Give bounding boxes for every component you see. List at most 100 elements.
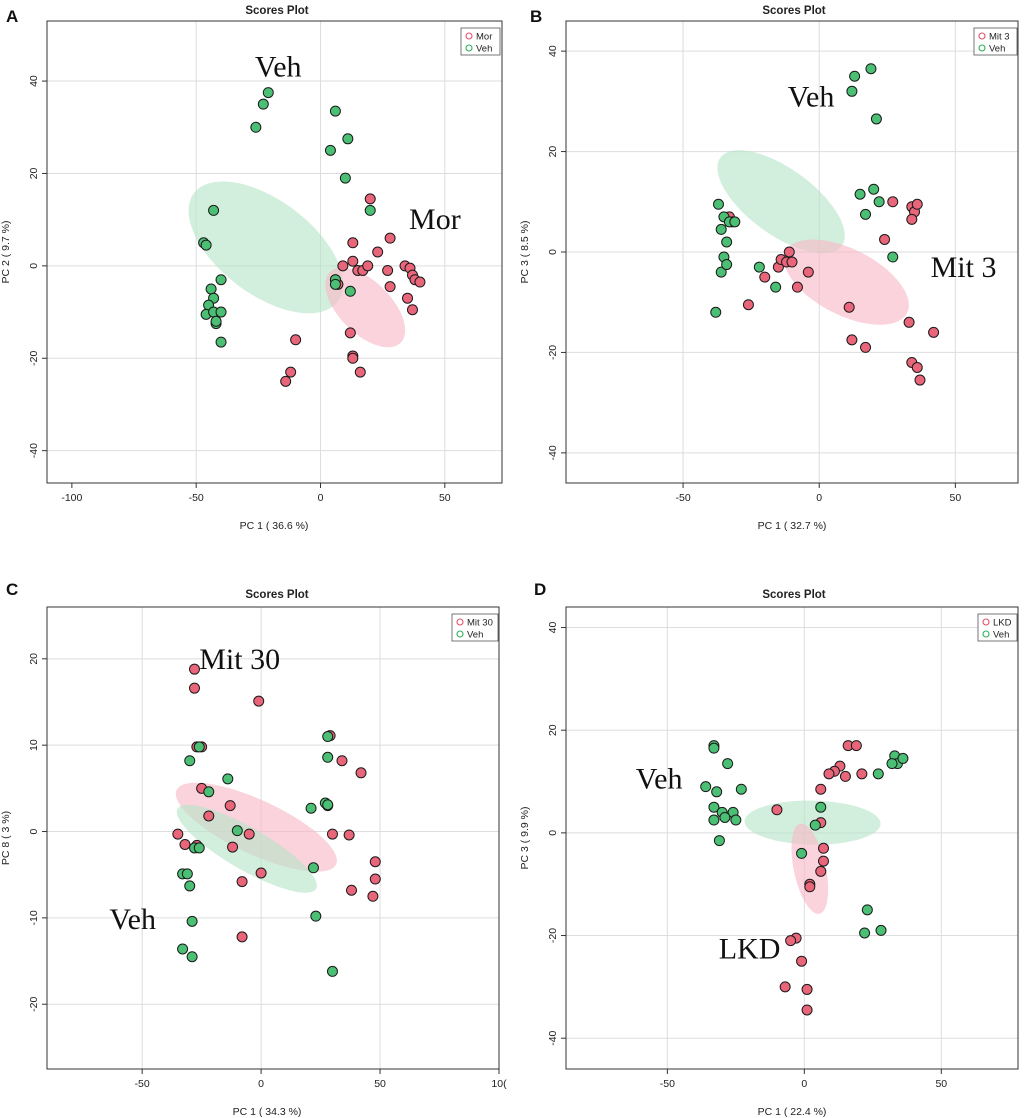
confidence-ellipse-veh [717,150,845,254]
legend-label: LKD [993,618,1012,629]
scatter-point-mor [280,375,292,387]
y-axis-title: PC 8 ( 3 %) [0,811,12,865]
x-axis-title: PC 1 ( 36.6 %) [240,520,309,532]
scatter-point-veh [796,847,808,859]
y-tick-label: 20 [28,167,40,179]
y-tick-label: -20 [547,345,559,360]
scatter-point-mit-3 [911,198,923,210]
scatter-point-mor [414,276,426,288]
scatter-point-mit-3 [791,281,803,293]
scatter-point-mor [402,292,414,304]
group-label: Mit 3 [931,251,997,284]
y-tick-label: 0 [547,830,559,836]
scatter-point-veh [307,862,319,874]
y-tick-label: 0 [28,828,40,834]
plot-title: Scores Plot [762,589,825,601]
scatter-point-veh [322,751,334,763]
scatter-point-mit-3 [906,213,918,225]
scatter-point-veh [339,172,351,184]
y-tick-label: 20 [547,724,559,736]
scatter-point-veh [193,842,205,854]
scatter-point-veh [735,783,747,795]
scatter-point-veh [205,283,217,295]
scatter-point-veh [184,755,196,767]
legend: Mit 30 Veh [451,613,499,642]
legend-label: Veh [476,44,492,55]
y-tick-label: -40 [28,443,40,458]
legend-marker-red [456,618,464,626]
scatter-point-mit-3 [914,374,926,386]
confidence-ellipse-veh [176,804,317,893]
scatter-point-mor [344,327,356,339]
scatter-point-mor [347,352,359,364]
scatter-point-mit-3 [783,246,795,258]
scatter-point-mit-30 [203,810,215,822]
scatter-point-mit-30 [188,682,200,694]
scatter-point-veh [721,259,733,271]
scatter-point-veh [859,927,871,939]
y-tick-label: 10 [28,739,40,751]
scatter-point-veh [329,278,341,290]
scatter-point-veh [729,216,741,228]
scatter-point-veh [710,306,722,318]
scatter-point-veh [860,208,872,220]
x-tick-label: -50 [135,1078,150,1090]
scatter-point-veh [708,801,720,813]
scatter-point-veh [865,63,877,75]
scatter-point-veh [322,799,334,811]
y-tick-label: 40 [547,45,559,57]
scatter-point-lkd [815,865,827,877]
scatter-point-lkd [815,783,827,795]
scatter-point-lkd [796,955,808,967]
scatter-point-veh [861,904,873,916]
scatter-point-veh [184,880,196,892]
scatter-point-mit-30 [227,841,239,853]
y-tick-label: 0 [28,263,40,269]
x-tick-label: 0 [258,1078,264,1090]
legend-marker-green [456,630,464,638]
scatter-point-mit-30 [346,884,358,896]
scatter-point-veh [215,274,227,286]
legend-marker-green [978,44,986,52]
group-label: LKD [719,933,781,966]
scatter-point-veh [887,251,899,263]
scatter-point-veh [868,183,880,195]
x-tick-label: 50 [439,492,451,504]
scatter-point-veh [770,281,782,293]
group-label: Mit 30 [199,643,280,676]
x-tick-label: -50 [675,492,690,504]
scatter-point-mit-30 [188,663,200,675]
y-tick-label: -10 [28,910,40,925]
plot-frame [46,20,503,484]
scatter-point-veh [719,811,731,823]
scatter-point-veh [208,204,220,216]
scatter-point-mit-3 [802,266,814,278]
scatter-point-veh [186,915,198,927]
x-tick-label: 10( [491,1078,507,1090]
scatter-point-veh [700,781,712,793]
scatter-point-lkd [771,804,783,816]
scatter-point-veh [713,835,725,847]
scatter-point-veh [875,924,887,936]
scatter-point-veh [326,965,338,977]
scatter-point-veh [364,204,376,216]
plot-title: Scores Plot [762,5,825,17]
confidence-ellipse-mit-30 [175,782,337,872]
scatter-point-lkd [804,881,816,893]
legend-label: Mit 3 [989,32,1010,43]
x-tick-label: 0 [816,492,822,504]
legend-label: Mit 30 [467,618,493,629]
scatter-point-veh [722,758,734,770]
scatter-point-veh [310,910,322,922]
scatter-point-veh [711,786,723,798]
scatter-point-mit-3 [759,271,771,283]
scatter-point-mor [364,193,376,205]
scatter-point-veh [322,731,334,743]
scatter-point-veh [250,121,262,133]
x-tick-label: -50 [189,492,204,504]
